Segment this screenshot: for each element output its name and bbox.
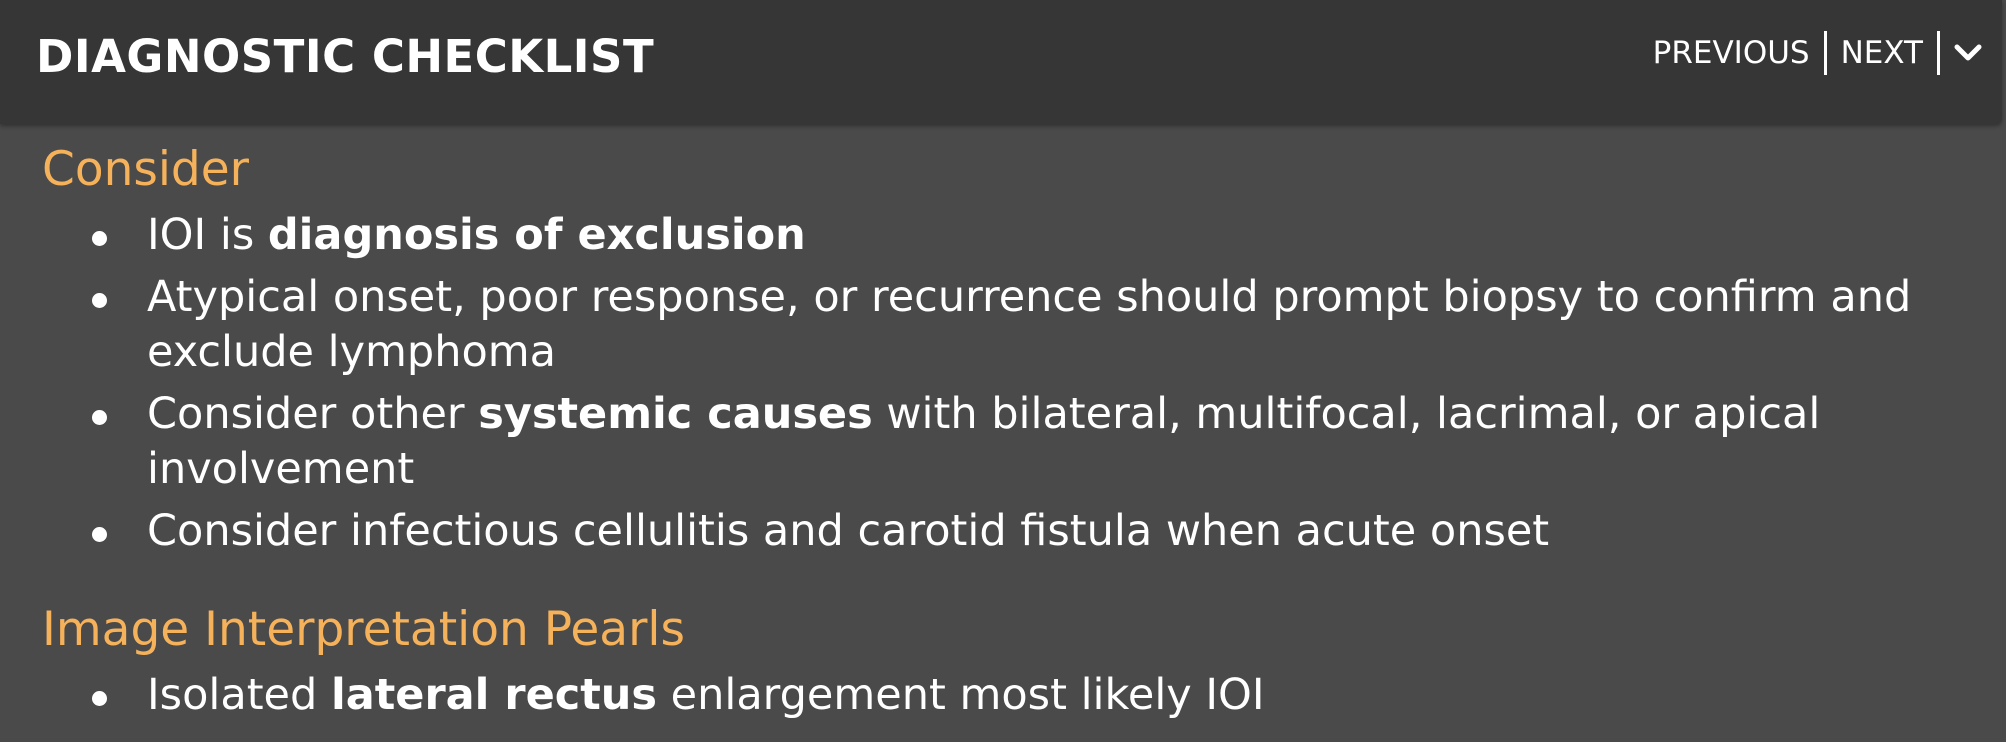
item-text: enlargement most likely IOI: [657, 670, 1265, 720]
section-heading-consider: Consider: [42, 142, 249, 197]
nav-divider: [1937, 31, 1940, 75]
item-emphasis: systemic causes: [478, 389, 873, 439]
list-item: Isolated lateral rectus enlargement most…: [0, 668, 1960, 723]
item-text: Isolated: [147, 670, 331, 720]
page-title: DIAGNOSTIC CHECKLIST: [36, 30, 655, 83]
consider-list: IOI is diagnosis of exclusion Atypical o…: [0, 208, 1960, 566]
section-nav: PREVIOUS NEXT: [1639, 30, 1986, 76]
chevron-down-icon: [1954, 44, 1982, 61]
item-emphasis: lateral rectus: [330, 670, 657, 720]
section-heading-image-pearls: Image Interpretation Pearls: [42, 602, 685, 657]
item-text: Atypical onset, poor response, or recurr…: [147, 272, 1912, 377]
next-button[interactable]: NEXT: [1840, 35, 1923, 71]
list-item: Atypical onset, poor response, or recurr…: [0, 270, 1960, 380]
image-pearls-list: Isolated lateral rectus enlargement most…: [0, 668, 1960, 730]
collapse-button[interactable]: [1940, 43, 1986, 63]
checklist-header: DIAGNOSTIC CHECKLIST PREVIOUS NEXT: [0, 0, 2002, 124]
list-item: Consider infectious cellulitis and carot…: [0, 504, 1960, 559]
list-item: IOI is diagnosis of exclusion: [0, 208, 1960, 263]
item-text: Consider other: [147, 389, 479, 439]
list-item: Consider other systemic causes with bila…: [0, 387, 1960, 497]
item-text: Consider infectious cellulitis and carot…: [147, 506, 1550, 556]
previous-button[interactable]: PREVIOUS: [1652, 35, 1810, 71]
nav-divider: [1823, 31, 1827, 75]
item-text: with bilateral, multifocal, lacrimal, or…: [147, 389, 1821, 494]
item-emphasis: diagnosis of exclusion: [267, 210, 806, 260]
item-text: IOI is: [147, 210, 268, 260]
